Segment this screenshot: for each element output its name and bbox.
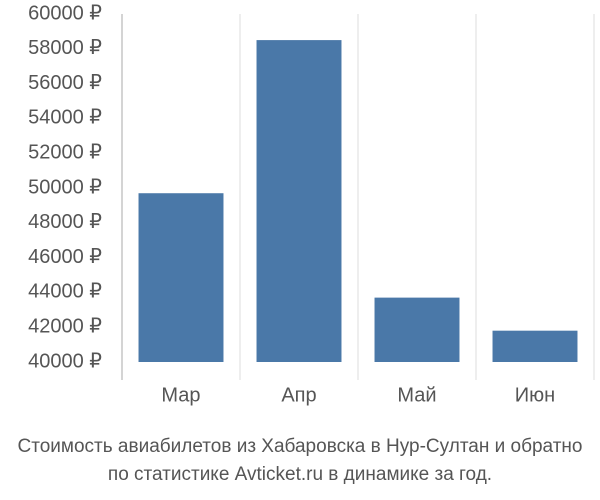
bar-2 [256,40,342,362]
y-tick-label-7: 52000 ₽ [28,141,102,163]
chart-caption-line-1: Стоимость авиабилетов из Хабаровска в Ну… [17,436,583,457]
y-tick-label-2: 42000 ₽ [28,315,102,337]
y-tick-label-10: 58000 ₽ [28,37,102,59]
x-tick-label-3: Май [397,384,436,406]
bar-3 [374,297,460,362]
x-tick-label-2: Апр [281,384,316,406]
bar-1 [138,193,224,362]
x-tick-label-4: Июн [515,384,555,406]
y-tick-label-5: 48000 ₽ [28,211,102,233]
chart-caption-line-2: по статистике Avticket.ru в динамике за … [107,464,493,485]
grid-lines [239,14,595,380]
y-tick-labels: 40000 ₽ 42000 ₽ 44000 ₽ 46000 ₽ 48000 ₽ 50000… [28,2,102,372]
y-tick-label-3: 44000 ₽ [28,281,102,303]
y-tick-label-1: 40000 ₽ [28,350,102,372]
bar-4 [492,330,578,362]
bar-chart: 40000 ₽ 42000 ₽ 44000 ₽ 46000 ₽ 48000 ₽ 50000… [28,2,595,406]
y-tick-label-11: 60000 ₽ [28,2,102,24]
x-tick-labels: Мар Апр Май Июн [161,384,555,406]
bars [138,40,578,362]
y-tick-label-6: 50000 ₽ [28,176,102,198]
y-tick-label-8: 54000 ₽ [28,107,102,129]
x-tick-label-1: Мар [161,384,200,406]
y-tick-label-9: 56000 ₽ [28,72,102,94]
y-tick-label-4: 46000 ₽ [28,246,102,268]
